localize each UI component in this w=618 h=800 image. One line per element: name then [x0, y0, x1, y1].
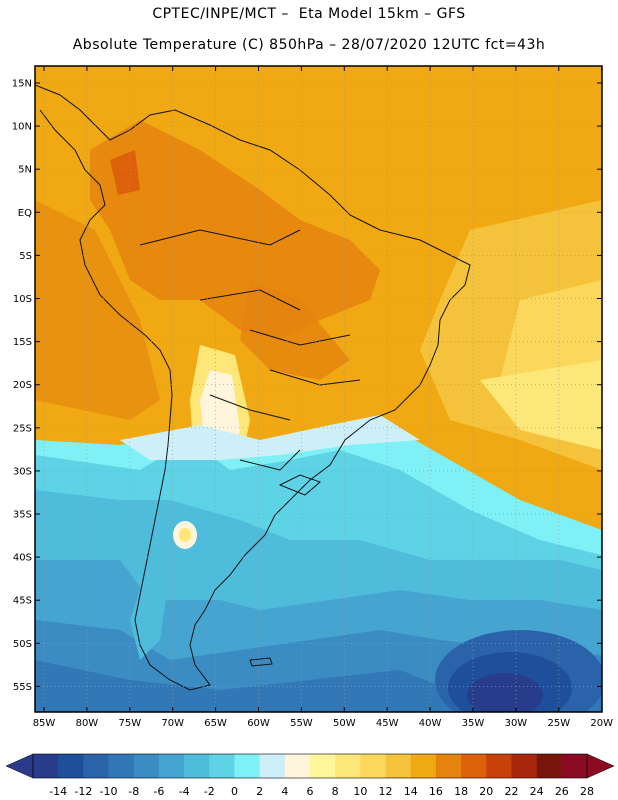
lon-label: 60W: [247, 718, 270, 729]
lon-label: 45W: [376, 718, 399, 729]
colorbar-tick-label: 0: [231, 785, 238, 798]
map-frame: [34, 65, 603, 713]
colorbar-low-arrow: [5, 753, 34, 779]
colorbar-tick-label: 2: [256, 785, 263, 798]
colorbar-tick-label: 4: [281, 785, 288, 798]
colorbar-swatch: [158, 754, 185, 778]
colorbar-swatch: [33, 754, 59, 778]
temperature-field: [35, 66, 602, 712]
colorbar-swatch: [561, 754, 588, 778]
lat-label: 35S: [13, 510, 32, 521]
colorbar-tick-label: 16: [429, 785, 443, 798]
lon-label: 20W: [590, 718, 613, 729]
lon-label: 80W: [76, 718, 99, 729]
colorbar-tick-label: 8: [332, 785, 339, 798]
colorbar-swatch: [209, 754, 235, 778]
colorbar-swatch: [486, 754, 512, 778]
lat-label: 15N: [12, 79, 32, 90]
colorbar-tick-label: -8: [128, 785, 139, 798]
colorbar-swatch: [133, 754, 160, 778]
colorbar-tick-label: 6: [307, 785, 314, 798]
colorbar-tick-label: 10: [353, 785, 367, 798]
lat-lon-grid: [35, 66, 603, 712]
lat-label: 25S: [13, 423, 32, 434]
colorbar-swatch: [410, 754, 437, 778]
colorbar-swatch: [284, 754, 311, 778]
lat-label: EQ: [18, 208, 32, 219]
colorbar-tick-label: -14: [49, 785, 67, 798]
lon-label: 70W: [161, 718, 184, 729]
map-title-line1: CPTEC/INPE/MCT – Eta Model 15km – GFS: [152, 6, 466, 22]
colorbar-tick-label: 26: [555, 785, 569, 798]
lon-label: 75W: [118, 718, 141, 729]
colorbar-tick-label: -6: [153, 785, 164, 798]
colorbar-swatch: [58, 754, 84, 778]
lat-label: 5N: [18, 165, 32, 176]
colorbar-swatch: [108, 754, 135, 778]
colorbar-border: [32, 753, 588, 779]
longitude-labels: 85W 80W 75W 70W 65W 60W 55W 50W 45W 40W 35W 30W 25W 2…: [33, 718, 613, 729]
lon-label: 40W: [419, 718, 442, 729]
colorbar-tick-label: 22: [504, 785, 518, 798]
coastlines: [35, 84, 471, 691]
colorbar-swatch: [511, 754, 537, 778]
colorbar-tick-label: -2: [204, 785, 215, 798]
colorbar-tick-label: 28: [580, 785, 594, 798]
colorbar-tick-label: -10: [100, 785, 118, 798]
colorbar-swatch: [234, 754, 260, 778]
colorbar-swatch: [385, 754, 412, 778]
lon-label: 25W: [547, 718, 570, 729]
lat-label: 40S: [13, 553, 32, 564]
lat-label: 15S: [13, 337, 32, 348]
lon-label: 35W: [462, 718, 485, 729]
colorbar-tick-label: 12: [379, 785, 393, 798]
colorbar-swatch: [259, 754, 286, 778]
lon-label: 30W: [505, 718, 528, 729]
colorbar-tick-label: -12: [74, 785, 92, 798]
lon-label: 65W: [204, 718, 227, 729]
colorbar-swatch: [435, 754, 462, 778]
lon-label: 50W: [333, 718, 356, 729]
colorbar-swatch: [83, 754, 109, 778]
colorbar-tick-label: 18: [454, 785, 468, 798]
colorbar-tick-label: 14: [404, 785, 418, 798]
latitude-labels: 15N 10N 5N EQ 5S 10S 15S 20S 25S 30S 35S 40S 45S 50S 5…: [12, 79, 32, 693]
lat-label: 30S: [13, 466, 32, 477]
map-title-line2: Absolute Temperature (C) 850hPa – 28/07/…: [72, 37, 546, 53]
colorbar-swatch: [461, 754, 487, 778]
lon-label: 55W: [290, 718, 313, 729]
lat-label: 55S: [13, 682, 32, 693]
colorbar-high-arrow: [586, 753, 615, 779]
colorbar-swatch: [536, 754, 563, 778]
colorbar-tick-label: -4: [179, 785, 190, 798]
colorbar-swatch: [310, 754, 336, 778]
colorbar-tick-label: 24: [530, 785, 544, 798]
lon-label: 85W: [33, 718, 56, 729]
lat-label: 10S: [13, 294, 32, 305]
lat-label: 5S: [19, 251, 32, 262]
lat-label: 20S: [13, 380, 32, 391]
colorbar-swatch: [335, 754, 361, 778]
colorbar: -14 -12 -10 -8 -6 -4 -2 0 2 4 6 8 10 12 14 16 18 20 22 24 26…: [5, 753, 615, 798]
colorbar-swatch: [360, 754, 386, 778]
colorbar-tick-label: 20: [479, 785, 493, 798]
lat-label: 50S: [13, 639, 32, 650]
lat-label: 10N: [12, 122, 32, 133]
lat-label: 45S: [13, 596, 32, 607]
colorbar-swatch: [184, 754, 210, 778]
